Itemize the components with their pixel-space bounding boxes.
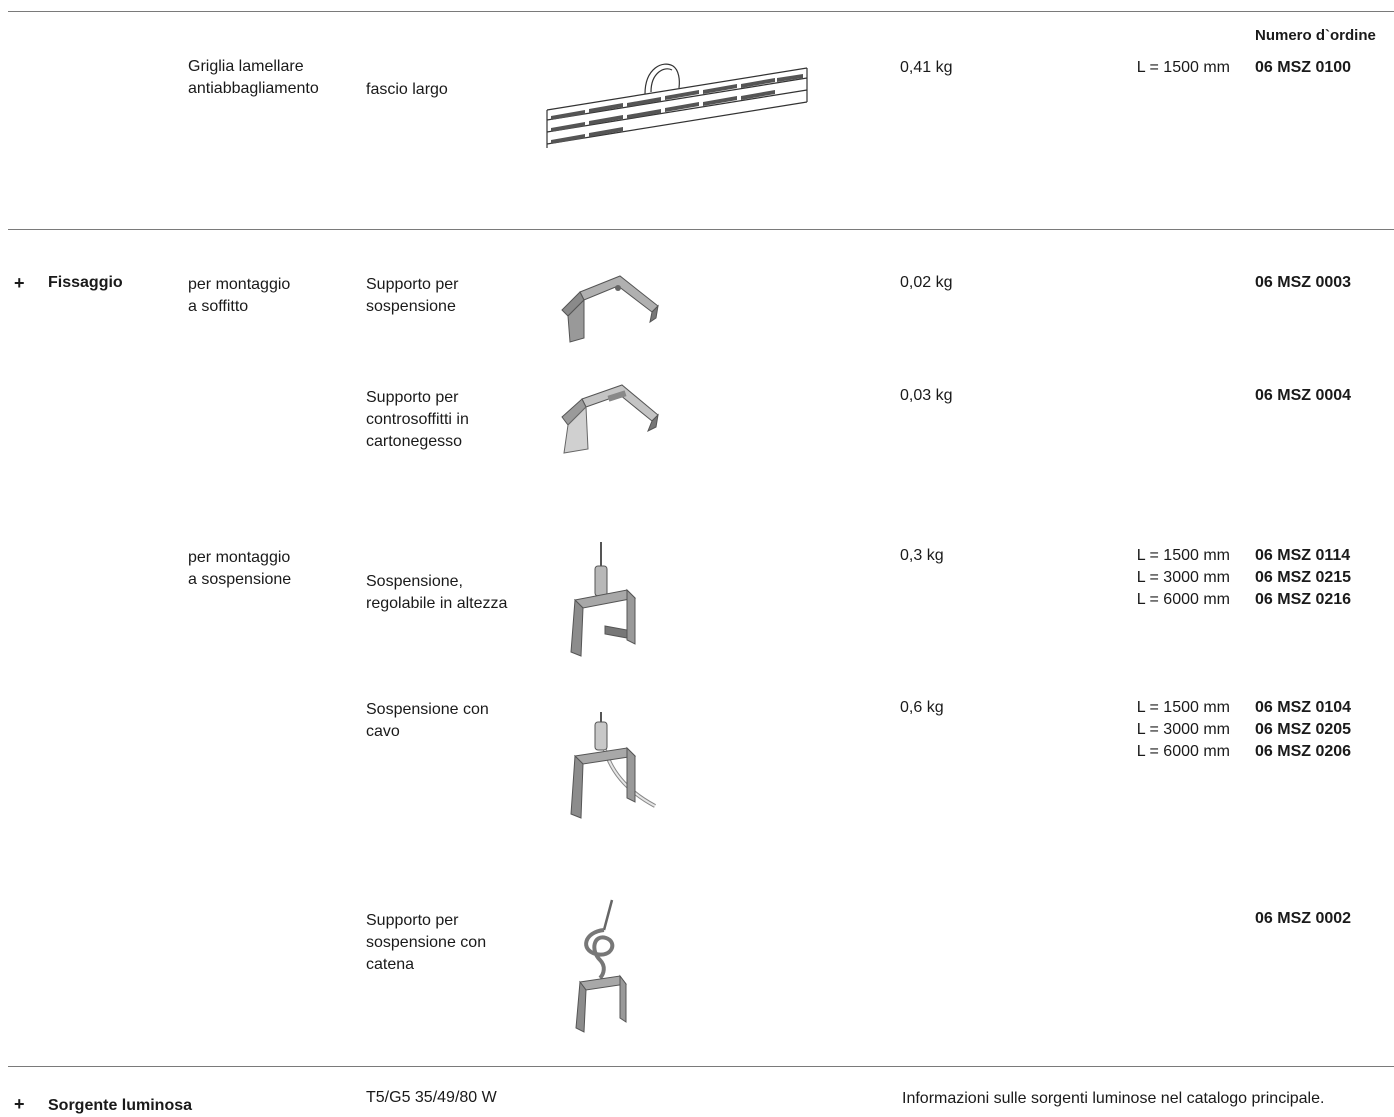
section-rule-1: [8, 229, 1394, 230]
ceiling-bracket-illustration: [561, 275, 659, 343]
ceiling-bracket-desc: Supporto per sospensione: [366, 276, 459, 315]
ceiling-bracket-weight: 0,02 kg: [900, 274, 953, 291]
cable-suspension-lengths: L = 1500 mm L = 3000 mm L = 6000 mm: [1136, 699, 1230, 760]
order-number-header: Numero d`ordine: [1255, 27, 1376, 44]
adjustable-suspension-order-numbers: 06 MSZ 0114 06 MSZ 0215 06 MSZ 0216: [1255, 547, 1352, 608]
griglia-length: L = 1500 mm: [1136, 59, 1230, 76]
ceiling-bracket-order-number: 06 MSZ 0003: [1255, 274, 1352, 291]
fissaggio-bullet: +: [14, 273, 25, 293]
sorgente-title: Sorgente luminosa: [48, 1097, 193, 1114]
cable-suspension-order-numbers: 06 MSZ 0104 06 MSZ 0205 06 MSZ 0206: [1255, 699, 1352, 760]
fissaggio-title: Fissaggio: [48, 274, 123, 291]
cable-suspension-weight: 0,6 kg: [900, 699, 944, 716]
sorgente-bullet: +: [14, 1094, 25, 1114]
griglia-order-number: 06 MSZ 0100: [1255, 59, 1352, 76]
plasterboard-bracket-illustration: [561, 384, 659, 454]
sorgente-lamp: T5/G5 35/49/80 W: [366, 1089, 497, 1106]
soffitto-mount-label: per montaggio a soffitto: [188, 276, 291, 315]
griglia-weight: 0,41 kg: [900, 59, 953, 76]
section-rule-2: [8, 1066, 1394, 1067]
plasterboard-bracket-order-number: 06 MSZ 0004: [1255, 387, 1352, 404]
griglia-type: Griglia lamellare antiabbagliamento: [188, 58, 319, 97]
adjustable-suspension-illustration: [570, 542, 637, 657]
chain-bracket-illustration: [575, 899, 627, 1033]
cable-suspension-desc: Sospensione con cavo: [366, 701, 489, 740]
adjustable-suspension-lengths: L = 1500 mm L = 3000 mm L = 6000 mm: [1136, 547, 1230, 608]
louvre-grid-illustration: [546, 63, 808, 148]
top-rule: [8, 11, 1394, 12]
chain-bracket-desc: Supporto per sospensione con catena: [366, 912, 487, 973]
sospensione-mount-label: per montaggio a sospensione: [188, 549, 292, 588]
chain-bracket-order-number: 06 MSZ 0002: [1255, 910, 1352, 927]
adjustable-suspension-desc: Sospensione, regolabile in altezza: [366, 573, 508, 612]
griglia-variant: fascio largo: [366, 81, 448, 98]
adjustable-suspension-weight: 0,3 kg: [900, 547, 944, 564]
plasterboard-bracket-weight: 0,03 kg: [900, 387, 953, 404]
sorgente-info: Informazioni sulle sorgenti luminose nel…: [902, 1090, 1325, 1107]
plasterboard-bracket-desc: Supporto per controsoffitti in cartonege…: [366, 389, 469, 450]
cable-suspension-illustration: [570, 712, 656, 819]
